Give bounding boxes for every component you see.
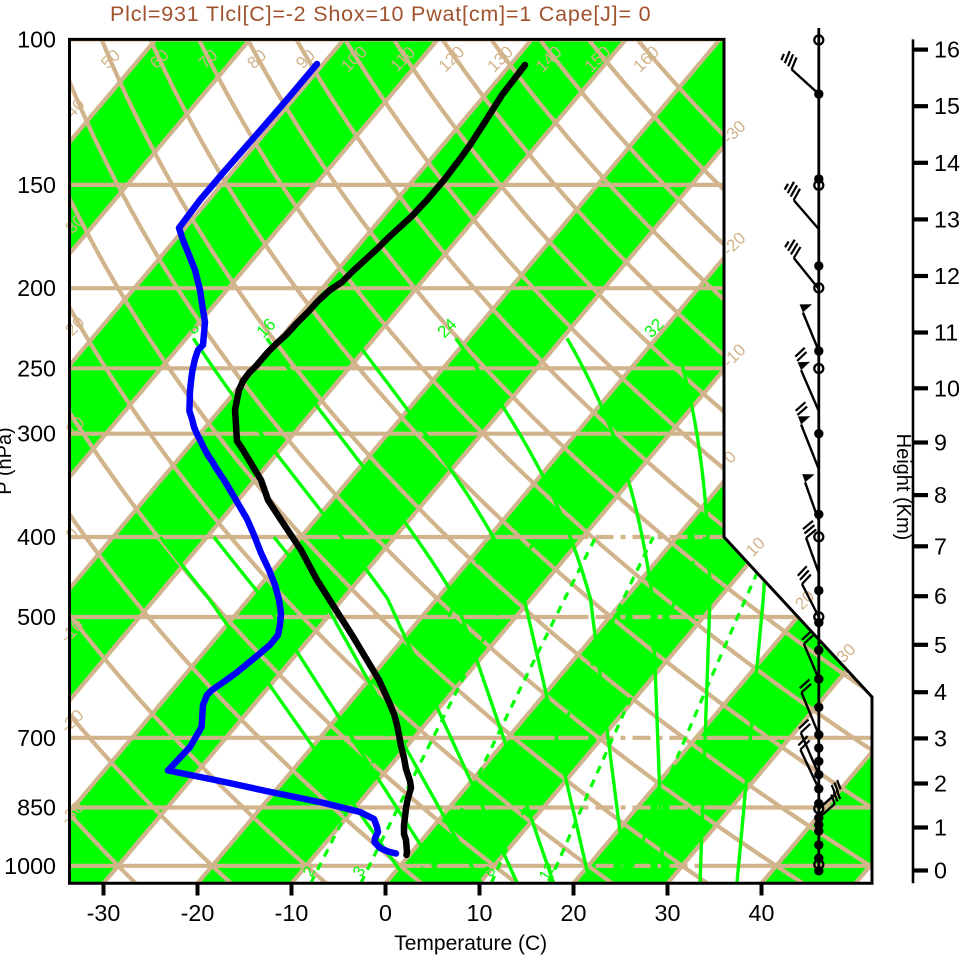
svg-text:400: 400 — [17, 524, 56, 550]
svg-text:40: 40 — [749, 900, 775, 926]
svg-text:7: 7 — [934, 533, 947, 559]
svg-text:-30: -30 — [87, 900, 121, 926]
svg-text:300: 300 — [17, 421, 56, 447]
svg-text:700: 700 — [17, 725, 56, 751]
svg-text:15: 15 — [934, 93, 960, 119]
svg-text:500: 500 — [17, 604, 56, 630]
svg-text:1000: 1000 — [4, 853, 56, 879]
svg-text:12: 12 — [934, 263, 960, 289]
svg-text:9: 9 — [934, 430, 947, 456]
svg-text:150: 150 — [17, 172, 56, 198]
svg-text:16: 16 — [934, 37, 960, 63]
svg-text:3: 3 — [934, 725, 947, 751]
svg-text:14: 14 — [934, 150, 960, 176]
svg-text:20: 20 — [561, 900, 587, 926]
svg-text:200: 200 — [17, 275, 56, 301]
svg-text:0: 0 — [934, 858, 947, 884]
svg-text:11: 11 — [934, 320, 958, 346]
svg-text:5: 5 — [934, 632, 947, 658]
svg-text:12: 12 — [536, 860, 560, 884]
svg-text:0: 0 — [379, 900, 392, 926]
svg-text:850: 850 — [17, 795, 56, 821]
svg-text:2: 2 — [934, 771, 947, 797]
svg-text:6: 6 — [934, 583, 947, 609]
svg-text:8: 8 — [934, 482, 947, 508]
svg-text:P (hPa): P (hPa) — [0, 427, 16, 494]
svg-text:100: 100 — [17, 26, 56, 52]
svg-text:20: 20 — [612, 860, 636, 884]
svg-text:250: 250 — [17, 355, 56, 381]
svg-text:1: 1 — [934, 815, 947, 841]
svg-text:-10: -10 — [275, 900, 309, 926]
svg-text:-20: -20 — [181, 900, 215, 926]
svg-text:10: 10 — [934, 375, 960, 401]
svg-text:13: 13 — [934, 206, 960, 232]
svg-text:Temperature (C): Temperature (C) — [394, 932, 547, 955]
svg-text:Plcl=931 Tlcl[C]=-2 Shox=10 Pw: Plcl=931 Tlcl[C]=-2 Shox=10 Pwat[cm]=1 C… — [110, 2, 651, 26]
svg-text:Height (Km): Height (Km) — [892, 434, 914, 541]
svg-text:30: 30 — [655, 900, 681, 926]
svg-text:4: 4 — [934, 679, 947, 705]
svg-text:10: 10 — [467, 900, 493, 926]
